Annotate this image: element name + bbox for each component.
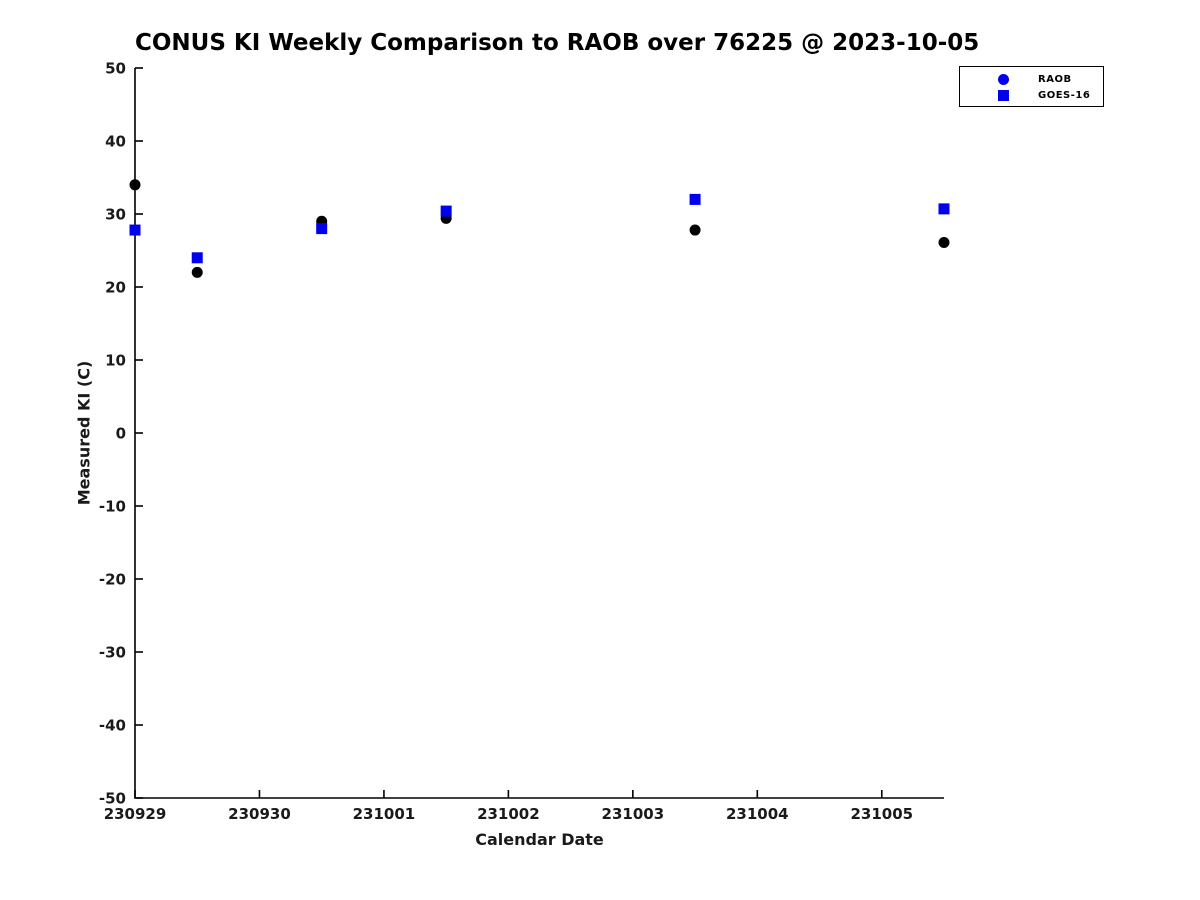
x-tick-label: 230929 <box>104 805 167 823</box>
data-point-goes-16 <box>938 203 950 215</box>
y-tick-label: -20 <box>99 570 126 588</box>
legend-item-goes-16: GOES-16 <box>960 87 1103 103</box>
legend: RAOB GOES-16 <box>959 66 1104 107</box>
data-point-goes-16 <box>440 205 452 217</box>
x-axis-label: Calendar Date <box>475 830 604 849</box>
y-tick-label: -10 <box>99 497 126 515</box>
data-point-goes-16 <box>191 252 203 264</box>
y-tick-label: -40 <box>99 716 126 734</box>
data-point-goes-16 <box>689 193 701 205</box>
y-tick-label: 10 <box>105 351 126 369</box>
series-raob <box>129 179 950 278</box>
y-tick-label: -50 <box>99 789 126 807</box>
y-axis-label: Measured KI (C) <box>74 360 94 506</box>
y-tick-label: -30 <box>99 643 126 661</box>
axis-spines <box>134 68 944 799</box>
y-tick-label: 50 <box>105 59 126 77</box>
x-tick-label: 231004 <box>726 805 789 823</box>
x-axis: 230929 230930 231001 231002 231003 231004 2310… <box>104 790 913 823</box>
x-tick-label: 231003 <box>602 805 665 823</box>
y-tick-label: 20 <box>105 278 126 296</box>
y-axis: 50 40 30 20 10 0 -10 -20 -30 -40 -50 <box>99 59 143 807</box>
data-point-raob <box>938 236 950 248</box>
legend-item-raob: RAOB <box>960 71 1103 87</box>
data-point-raob <box>129 179 141 191</box>
y-tick-label: 0 <box>116 424 126 442</box>
x-tick-label: 230930 <box>228 805 291 823</box>
data-point-raob <box>191 266 203 278</box>
data-point-raob <box>689 224 701 236</box>
x-tick-label: 231005 <box>850 805 913 823</box>
series-goes-16 <box>129 193 950 264</box>
x-tick-label: 231001 <box>353 805 416 823</box>
legend-label-raob: RAOB <box>1038 73 1072 85</box>
x-tick-label: 231002 <box>477 805 540 823</box>
y-tick-label: 30 <box>105 205 126 223</box>
data-point-goes-16 <box>129 224 141 236</box>
data-point-goes-16 <box>316 223 328 235</box>
legend-label-goes-16: GOES-16 <box>1038 89 1091 101</box>
raob-circle-marker-icon <box>998 73 1009 85</box>
chart-title: CONUS KI Weekly Comparison to RAOB over … <box>135 30 980 56</box>
goes-16-square-marker-icon <box>998 89 1009 101</box>
y-tick-label: 40 <box>105 132 126 150</box>
